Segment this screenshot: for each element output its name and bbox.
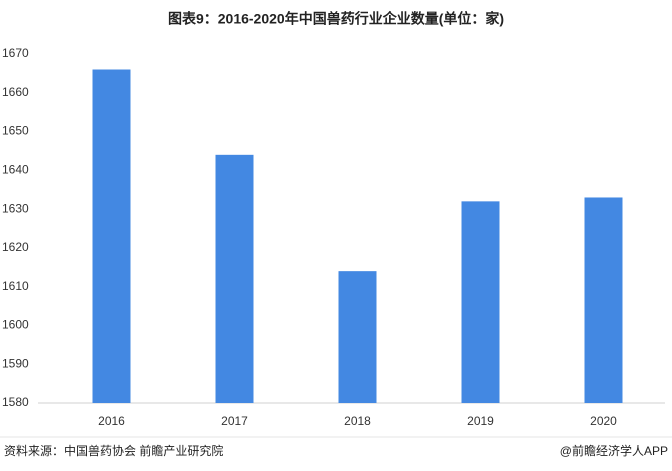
y-tick-label: 1670 [2, 46, 29, 60]
bar [338, 271, 377, 403]
y-tick-label: 1640 [2, 163, 29, 177]
x-tick-label: 2018 [344, 414, 371, 428]
y-tick-label: 1630 [2, 201, 29, 215]
x-tick-label: 2020 [590, 414, 617, 428]
y-tick-label: 1600 [2, 318, 29, 332]
y-tick-label: 1660 [2, 85, 29, 99]
y-tick-label: 1650 [2, 124, 29, 138]
bar [461, 201, 500, 403]
bar [584, 197, 623, 403]
x-tick-label: 2016 [98, 414, 125, 428]
y-tick-label: 1590 [2, 356, 29, 370]
x-tick-label: 2019 [467, 414, 494, 428]
source-note: 资料来源：中国兽药协会 前瞻产业研究院 [4, 443, 223, 458]
y-tick-label: 1620 [2, 240, 29, 254]
bar [92, 69, 131, 403]
y-tick-label: 1610 [2, 279, 29, 293]
bar [215, 154, 254, 403]
chart-title: 图表9：2016-2020年中国兽药行业企业数量(单位：家) [168, 11, 504, 27]
x-tick-label: 2017 [221, 414, 248, 428]
y-tick-label: 1580 [2, 395, 29, 409]
credit: @前瞻经济学人APP [560, 443, 668, 458]
